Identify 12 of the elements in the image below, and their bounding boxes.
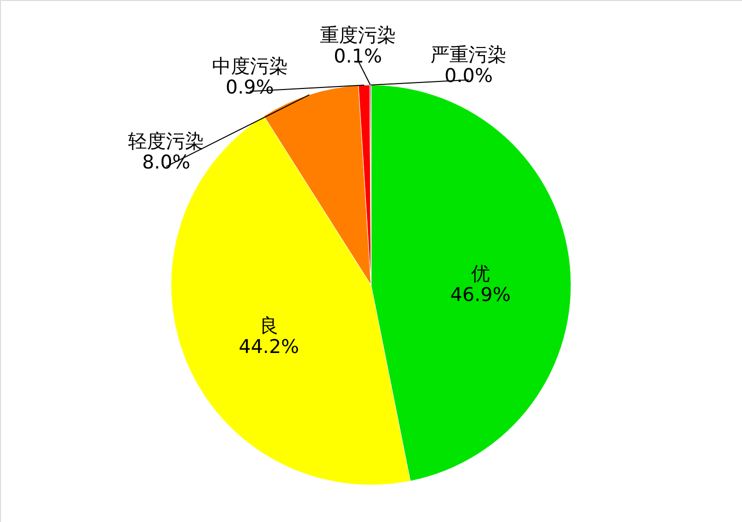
data-label: 46.9%	[450, 284, 511, 306]
data-label: 0.1%	[334, 45, 382, 68]
data-label: 44.2%	[238, 336, 300, 358]
slice-label: 中度污染	[212, 55, 288, 78]
slice-label: 轻度污染	[128, 130, 204, 153]
text: 0.0%	[444, 64, 493, 87]
slice-label: 优	[470, 263, 490, 286]
data-label: 8.0%	[142, 152, 190, 174]
slice-label: 重度污染	[320, 24, 396, 46]
slice-label: 良	[259, 314, 278, 337]
data-label: 0.9%	[226, 76, 274, 98]
category-label: 严重污染	[430, 44, 507, 66]
